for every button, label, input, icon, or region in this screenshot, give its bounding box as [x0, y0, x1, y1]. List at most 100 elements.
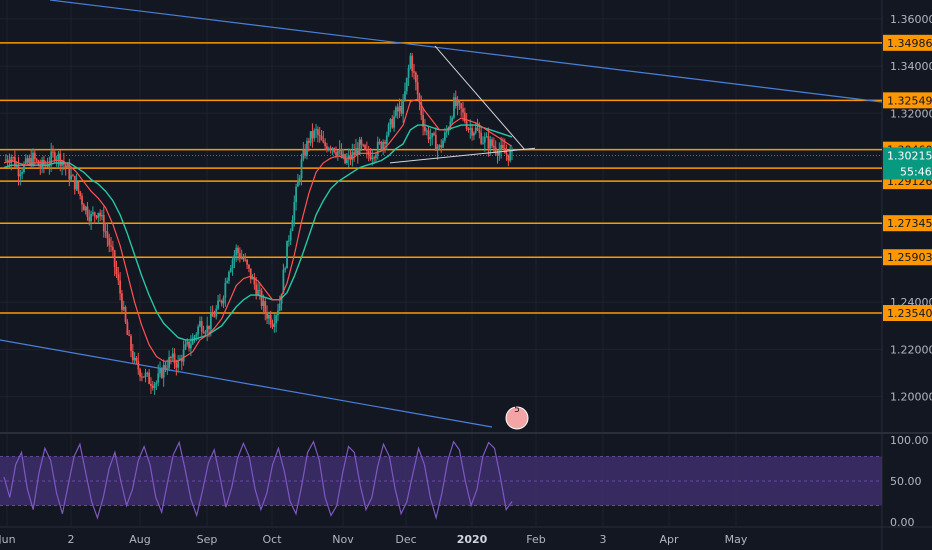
current-price-badge[interactable]: 1.30215 55:46 — [883, 147, 932, 180]
candle-body — [140, 376, 143, 378]
triangle-pattern[interactable] — [389, 45, 536, 164]
candle-body — [50, 151, 53, 164]
candle-body — [411, 55, 414, 72]
candle-body — [405, 77, 408, 92]
upper-channel-line[interactable] — [49, 0, 883, 103]
level-badge-bg — [883, 215, 932, 232]
level-badge[interactable]: 1.34986 — [883, 34, 932, 51]
candle-body — [15, 165, 18, 167]
trend-channel-lines[interactable] — [0, 0, 883, 428]
candle-body — [131, 350, 134, 361]
candle-body — [474, 127, 477, 133]
candle-body — [286, 240, 288, 269]
candle-body — [21, 172, 24, 175]
candle-body — [135, 357, 138, 362]
candle-body — [173, 353, 176, 364]
level-badge-bg — [883, 249, 932, 266]
candle-body — [108, 238, 111, 246]
candle-body — [289, 230, 292, 241]
candle-body — [269, 315, 272, 325]
candle-body — [378, 141, 381, 143]
candle-body — [443, 132, 446, 141]
candle-body — [275, 315, 278, 324]
candle-body — [24, 158, 27, 164]
annotation-badge[interactable]: 5 — [505, 405, 529, 430]
candle-body — [376, 141, 379, 155]
candle-body — [111, 246, 114, 251]
candle-body — [311, 131, 314, 139]
support-resistance-levels[interactable] — [0, 42, 882, 314]
x-tick-label: May — [725, 533, 748, 546]
candle-body — [447, 128, 450, 132]
candle-body — [197, 326, 200, 335]
candle-body — [222, 297, 225, 304]
candle-body — [318, 134, 321, 136]
candle-body — [122, 307, 125, 310]
candle-body — [179, 358, 181, 361]
candle-body — [476, 127, 479, 131]
candle-body — [53, 152, 56, 161]
level-badge[interactable]: 1.25903 — [883, 249, 932, 266]
current-price-badge-bg — [883, 147, 932, 180]
candle-body — [489, 139, 492, 149]
candle-body — [409, 55, 412, 68]
candle-body — [206, 325, 209, 333]
candle-body — [431, 133, 434, 138]
candle-body — [445, 131, 448, 133]
ema-fast-line — [3, 98, 513, 362]
x-tick-label: 2 — [68, 533, 75, 546]
candle-body — [84, 206, 87, 211]
triangle-upper-line[interactable] — [434, 45, 526, 151]
candle-body — [26, 158, 29, 163]
candle-body — [264, 301, 267, 313]
triangle-lower-line[interactable] — [389, 147, 536, 164]
candle-body — [23, 163, 25, 173]
candle-body — [79, 191, 82, 197]
candle-body — [113, 250, 116, 268]
candle-body — [358, 139, 361, 155]
y-tick-label: 1.32000 — [890, 107, 932, 120]
candle-body — [6, 159, 9, 162]
candle-body — [162, 365, 165, 378]
candle-body — [347, 155, 350, 160]
level-badge[interactable]: 1.32549 — [883, 92, 932, 109]
candle-body — [282, 269, 285, 294]
candle-body — [467, 128, 470, 130]
level-badge[interactable]: 1.23540 — [883, 305, 932, 322]
time-axis[interactable]: Jun 2 Aug Sep Oct Nov Dec 2020 Feb 3 Apr May — [0, 533, 748, 546]
candle-body — [316, 129, 319, 135]
candle-body — [346, 159, 348, 164]
candle-body — [55, 159, 58, 161]
candle-body — [128, 334, 131, 336]
candle-body — [30, 157, 33, 166]
annotation-badge-circle — [505, 406, 529, 430]
candle-body — [255, 284, 258, 296]
level-badge-bg — [883, 92, 932, 109]
candle-body — [509, 151, 512, 161]
candle-body — [8, 161, 11, 163]
candle-body — [64, 164, 67, 169]
osc-y-tick-label: 0.00 — [890, 516, 915, 529]
level-badge-bg — [883, 305, 932, 322]
candle-body — [433, 133, 435, 135]
candle-body — [326, 146, 328, 151]
candle-body — [52, 151, 54, 153]
candle-body — [70, 175, 73, 180]
candle-body — [429, 137, 432, 140]
x-tick-label: Sep — [197, 533, 218, 546]
candle-body — [59, 153, 62, 166]
candle-body — [35, 159, 38, 161]
candle-body — [331, 148, 334, 150]
price-axis[interactable]: 1.360001.340001.320001.240001.220001.200… — [883, 13, 932, 529]
candle-body — [315, 129, 317, 131]
lower-channel-line[interactable] — [0, 339, 493, 428]
candle-body — [375, 154, 377, 159]
candle-body — [204, 332, 207, 334]
y-tick-label: 1.36000 — [890, 13, 932, 26]
candle-body — [160, 369, 163, 378]
candle-body — [380, 142, 383, 150]
level-badge[interactable]: 1.27345 — [883, 215, 932, 232]
candle-body — [483, 137, 486, 143]
candle-body — [491, 139, 493, 146]
